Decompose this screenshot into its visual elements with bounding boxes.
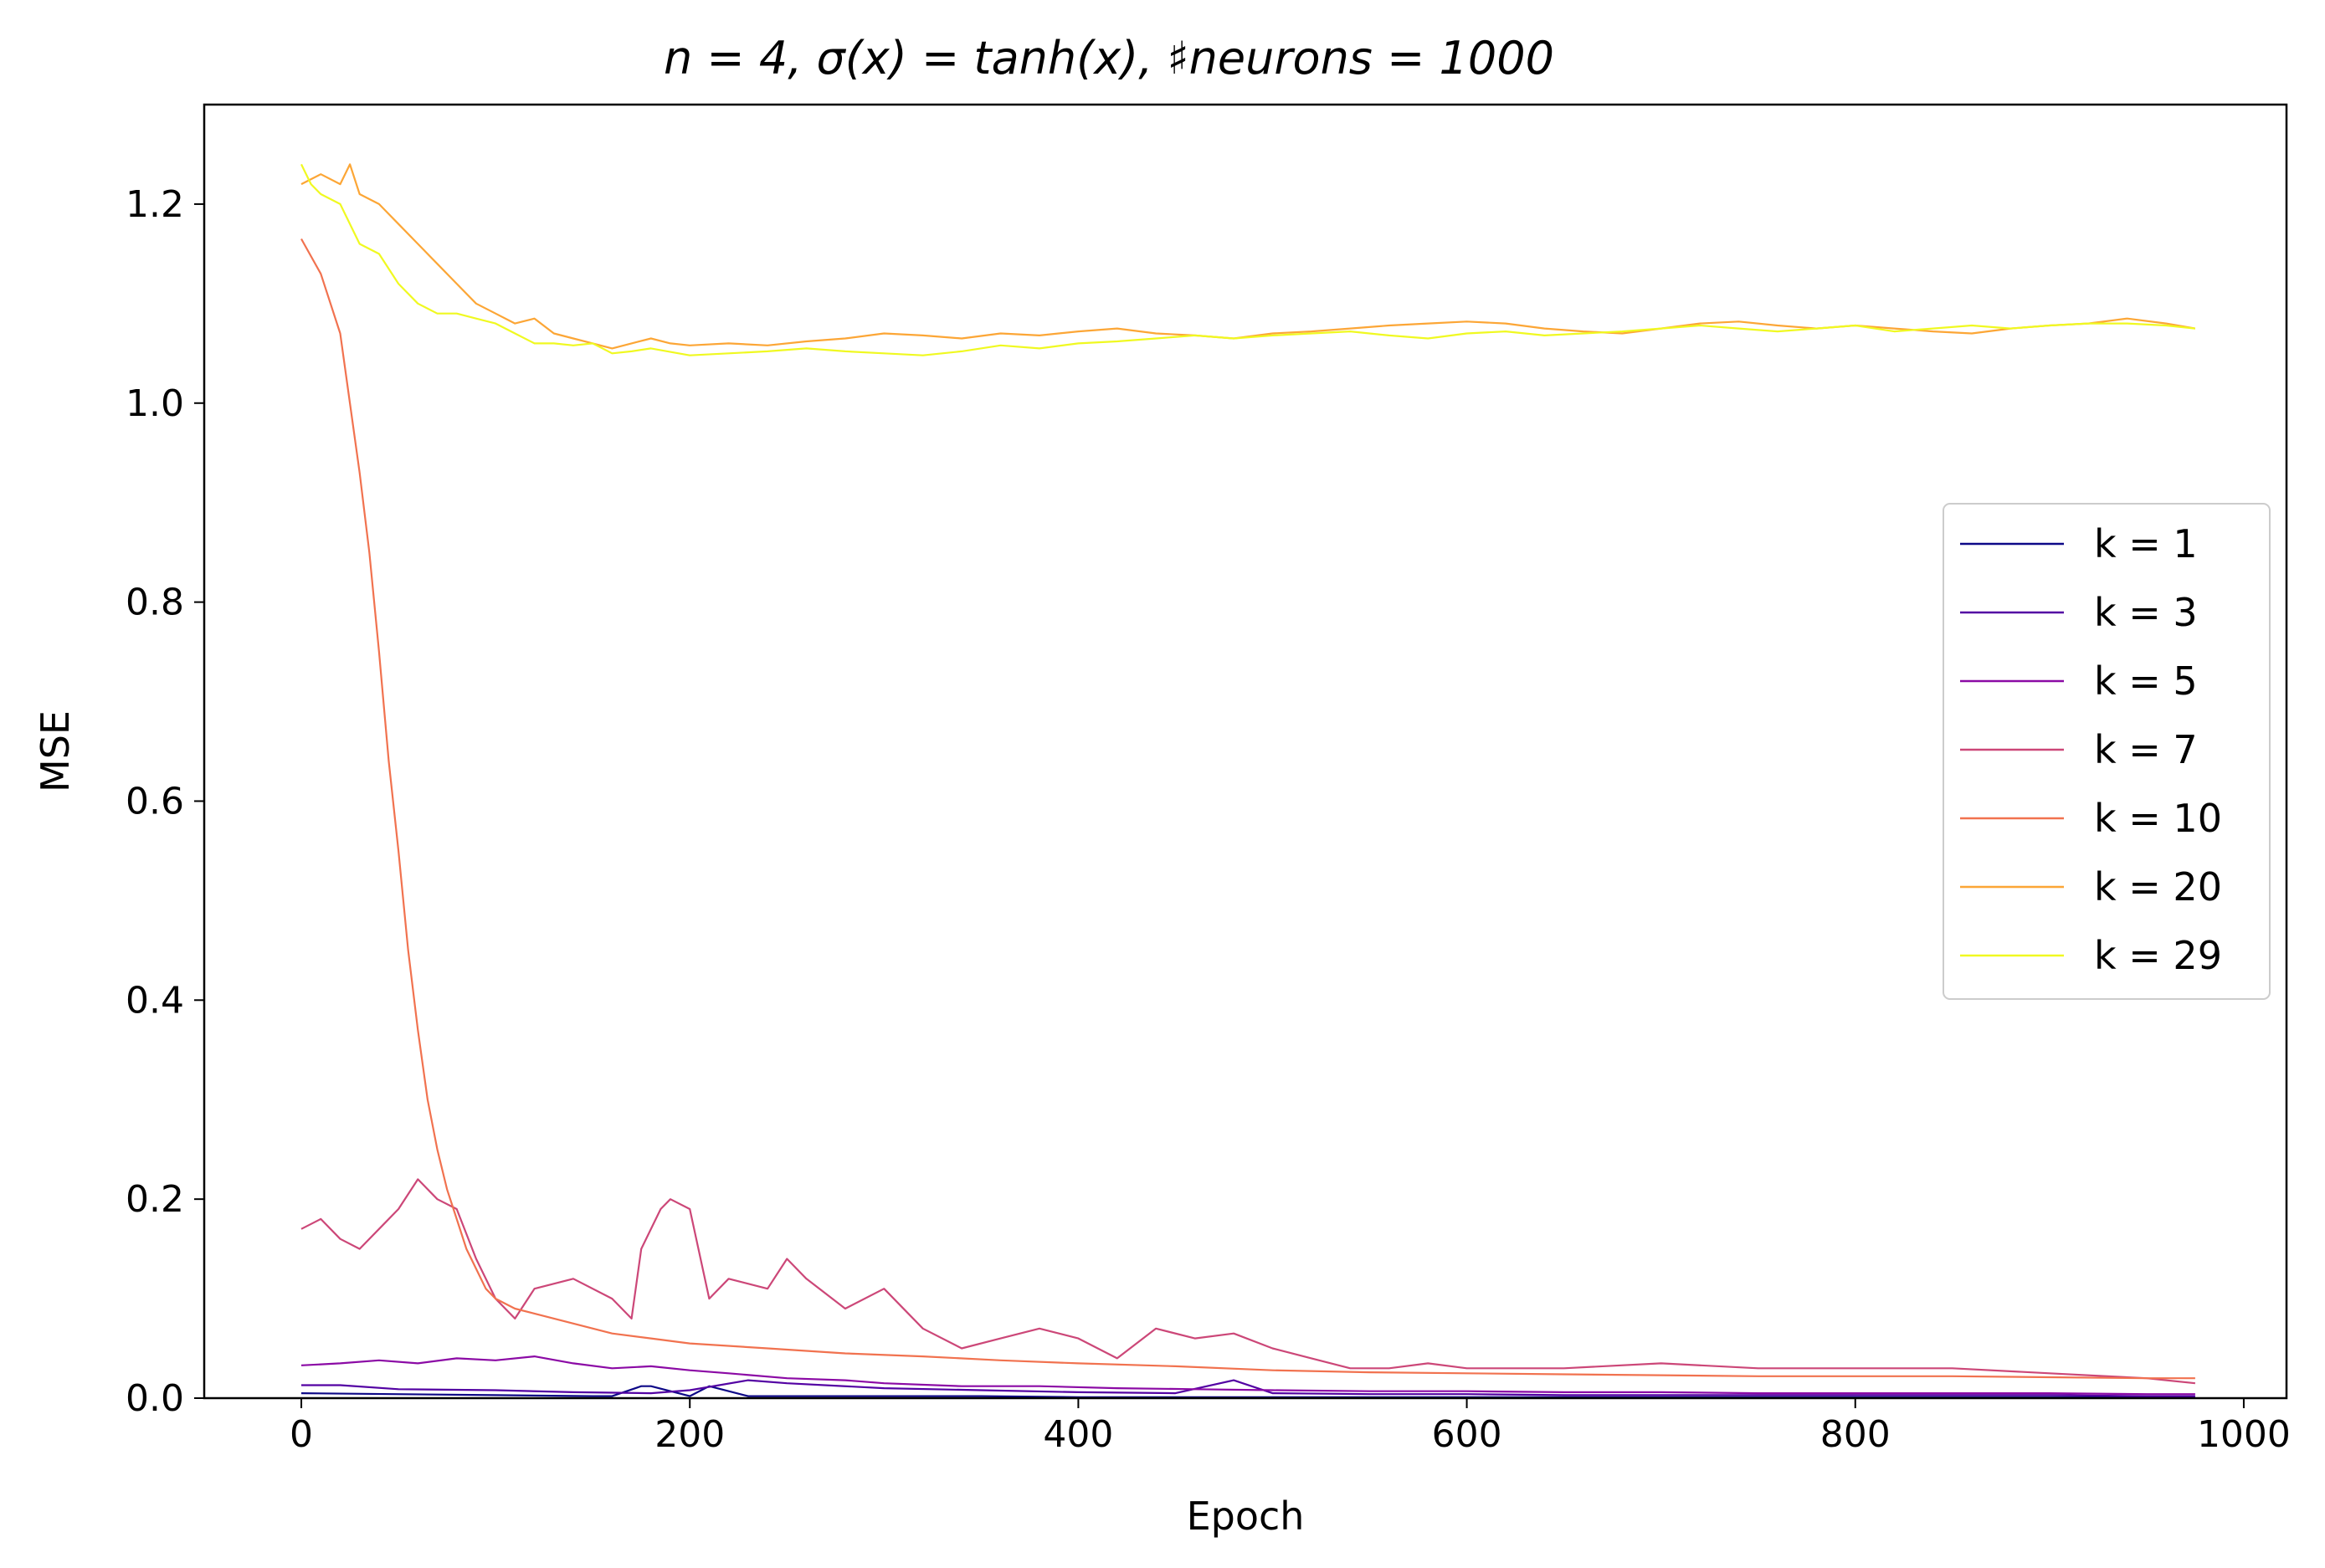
y-tick-label: 0.2 bbox=[126, 1178, 184, 1221]
series-line-7 bbox=[300, 163, 2196, 356]
legend-label: k = 1 bbox=[2094, 521, 2198, 566]
y-tick-label: 1.0 bbox=[126, 382, 184, 425]
legend-label: k = 20 bbox=[2094, 864, 2222, 910]
y-axis: 0.0 0.2 0.4 0.6 0.8 1.0 1.2 bbox=[126, 183, 204, 1420]
y-axis-label: MSE bbox=[33, 710, 78, 792]
y-tick-label: 0.0 bbox=[126, 1377, 184, 1420]
y-tick-label: 0.4 bbox=[126, 979, 184, 1022]
x-tick-label: 800 bbox=[1820, 1413, 1891, 1456]
legend-label: k = 5 bbox=[2094, 658, 2198, 704]
legend-label: k = 3 bbox=[2094, 590, 2198, 635]
chart-title: n = 4, σ(x) = tanh(x), ♯neurons = 1000 bbox=[664, 32, 1554, 85]
legend-label: k = 7 bbox=[2094, 727, 2198, 772]
y-tick-label: 0.8 bbox=[126, 582, 184, 624]
series-line-2 bbox=[301, 1379, 2195, 1397]
series-layer bbox=[300, 163, 2196, 1398]
legend-label: k = 29 bbox=[2094, 933, 2222, 978]
x-tick-label: 200 bbox=[654, 1413, 725, 1456]
y-tick-label: 0.6 bbox=[126, 780, 184, 822]
legend-box bbox=[1943, 503, 2271, 1000]
x-tick-label: 1000 bbox=[2197, 1413, 2291, 1456]
series-line-4 bbox=[300, 1178, 2196, 1385]
x-axis: 0 200 400 600 800 1000 bbox=[290, 1398, 2291, 1456]
series-line-5 bbox=[300, 238, 2195, 1380]
x-tick-label: 600 bbox=[1432, 1413, 1502, 1456]
x-tick-label: 0 bbox=[290, 1413, 313, 1456]
legend: k = 1 k = 3 k = 5 k = 7 k = 10 k = 20 k = 29 bbox=[1943, 503, 2271, 1000]
x-axis-label: Epoch bbox=[1187, 1494, 1305, 1539]
y-tick-label: 1.2 bbox=[126, 183, 184, 226]
plot-frame bbox=[203, 103, 2288, 1400]
x-tick-label: 400 bbox=[1043, 1413, 1113, 1456]
series-line-3 bbox=[300, 1355, 2195, 1396]
series-line-6 bbox=[300, 163, 2196, 350]
legend-label: k = 10 bbox=[2094, 796, 2222, 841]
